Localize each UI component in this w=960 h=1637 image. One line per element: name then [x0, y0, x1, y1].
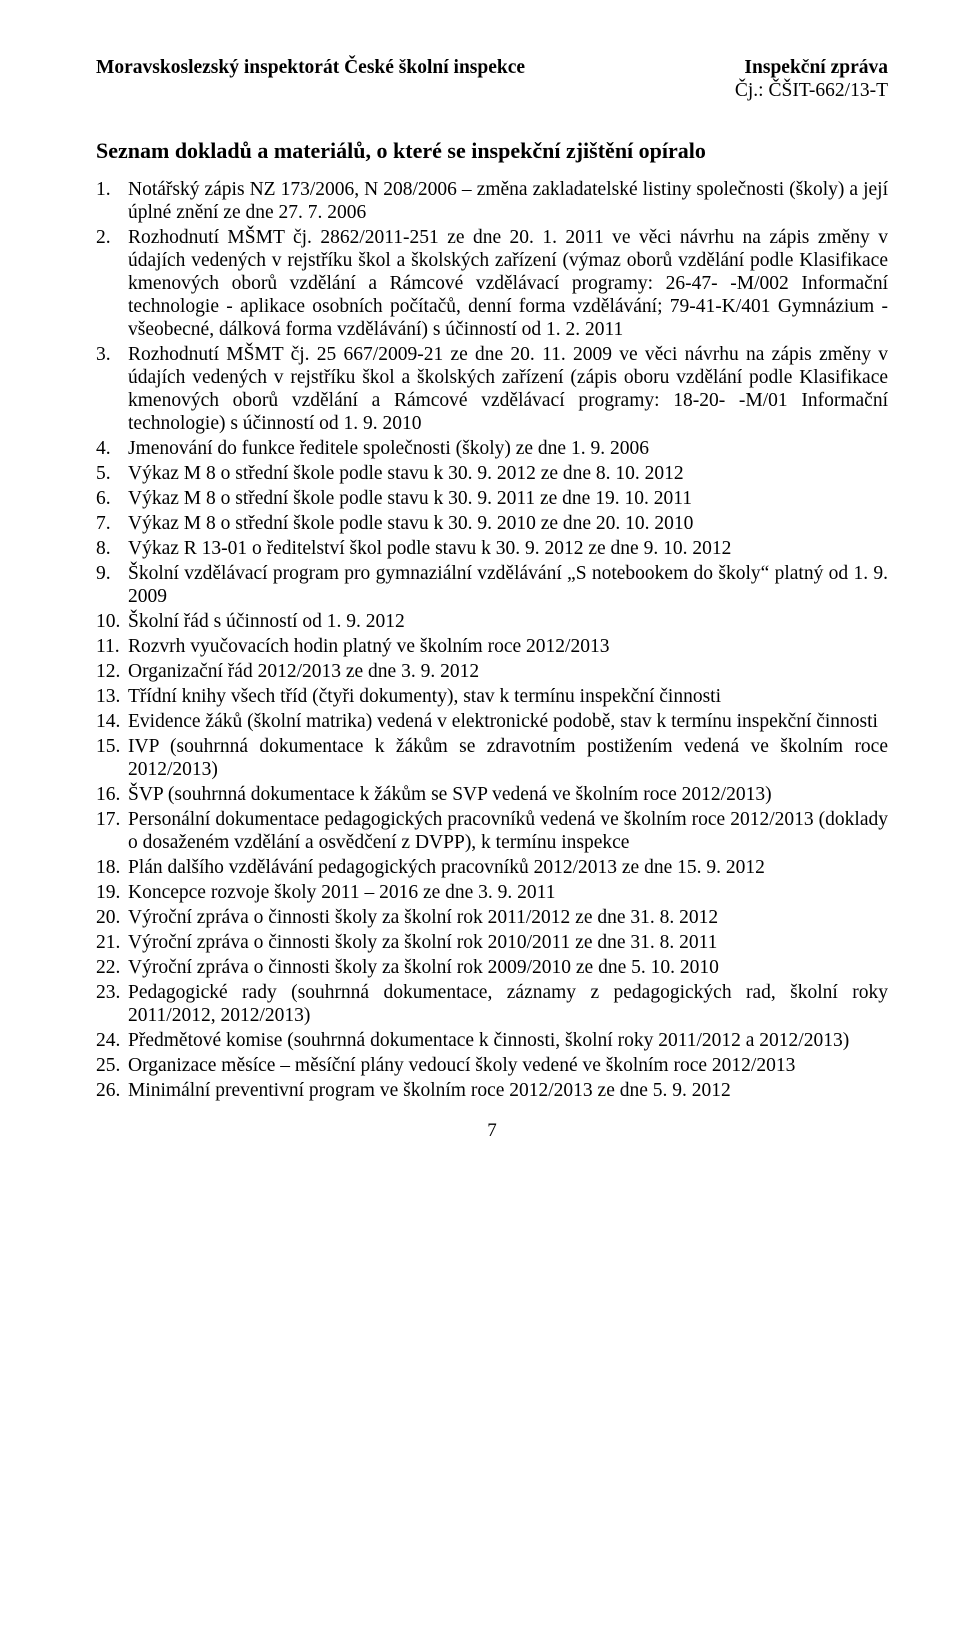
list-item: 12.Organizační řád 2012/2013 ze dne 3. 9… [96, 660, 888, 683]
list-item-text: Školní vzdělávací program pro gymnaziáln… [128, 562, 888, 608]
header-left: Moravskoslezský inspektorát České školní… [96, 56, 525, 79]
list-item-number: 3. [96, 343, 128, 435]
list-item-number: 4. [96, 437, 128, 460]
list-item-text: Rozhodnutí MŠMT čj. 2862/2011-251 ze dne… [128, 226, 888, 341]
list-item-text: Školní řád s účinností od 1. 9. 2012 [128, 610, 888, 633]
list-item-text: Koncepce rozvoje školy 2011 – 2016 ze dn… [128, 881, 888, 904]
list-item-text: Výkaz M 8 o střední škole podle stavu k … [128, 512, 888, 535]
list-item-number: 11. [96, 635, 128, 658]
list-item-text: ŠVP (souhrnná dokumentace k žákům se SVP… [128, 783, 888, 806]
list-item-number: 17. [96, 808, 128, 854]
list-item-text: Předmětové komise (souhrnná dokumentace … [128, 1029, 888, 1052]
list-item-number: 24. [96, 1029, 128, 1052]
list-item-number: 1. [96, 178, 128, 224]
list-item-text: Notářský zápis NZ 173/2006, N 208/2006 –… [128, 178, 888, 224]
list-item-number: 16. [96, 783, 128, 806]
list-item: 11.Rozvrh vyučovacích hodin platný ve šk… [96, 635, 888, 658]
list-item: 23.Pedagogické rady (souhrnná dokumentac… [96, 981, 888, 1027]
header-right-sub: Čj.: ČŠIT-662/13-T [735, 79, 888, 102]
list-item: 16.ŠVP (souhrnná dokumentace k žákům se … [96, 783, 888, 806]
document-page: Moravskoslezský inspektorát České školní… [0, 0, 960, 1182]
list-item-text: Personální dokumentace pedagogických pra… [128, 808, 888, 854]
list-item: 3.Rozhodnutí MŠMT čj. 25 667/2009-21 ze … [96, 343, 888, 435]
list-item-number: 8. [96, 537, 128, 560]
list-item: 26.Minimální preventivní program ve škol… [96, 1079, 888, 1102]
list-item-text: Výroční zpráva o činnosti školy za školn… [128, 906, 888, 929]
list-item-number: 21. [96, 931, 128, 954]
list-item-text: Organizační řád 2012/2013 ze dne 3. 9. 2… [128, 660, 888, 683]
list-item-text: Výkaz M 8 o střední škole podle stavu k … [128, 487, 888, 510]
list-item-text: Výkaz M 8 o střední škole podle stavu k … [128, 462, 888, 485]
list-item: 1.Notářský zápis NZ 173/2006, N 208/2006… [96, 178, 888, 224]
list-item-text: IVP (souhrnná dokumentace k žákům se zdr… [128, 735, 888, 781]
list-item: 7.Výkaz M 8 o střední škole podle stavu … [96, 512, 888, 535]
list-item: 24.Předmětové komise (souhrnná dokumenta… [96, 1029, 888, 1052]
list-item-number: 7. [96, 512, 128, 535]
list-item: 9.Školní vzdělávací program pro gymnaziá… [96, 562, 888, 608]
list-item: 6.Výkaz M 8 o střední škole podle stavu … [96, 487, 888, 510]
list-item: 17.Personální dokumentace pedagogických … [96, 808, 888, 854]
list-item: 21.Výroční zpráva o činnosti školy za šk… [96, 931, 888, 954]
list-item-number: 22. [96, 956, 128, 979]
list-item: 20.Výroční zpráva o činnosti školy za šk… [96, 906, 888, 929]
header-right: Inspekční zpráva Čj.: ČŠIT-662/13-T [735, 56, 888, 102]
list-item-number: 20. [96, 906, 128, 929]
list-item-number: 26. [96, 1079, 128, 1102]
section-title: Seznam dokladů a materiálů, o které se i… [96, 138, 888, 164]
list-item-number: 12. [96, 660, 128, 683]
list-item: 5.Výkaz M 8 o střední škole podle stavu … [96, 462, 888, 485]
list-item: 22.Výroční zpráva o činnosti školy za šk… [96, 956, 888, 979]
list-item: 10.Školní řád s účinností od 1. 9. 2012 [96, 610, 888, 633]
list-item-text: Jmenování do funkce ředitele společnosti… [128, 437, 888, 460]
list-item-text: Třídní knihy všech tříd (čtyři dokumenty… [128, 685, 888, 708]
page-number: 7 [96, 1120, 888, 1142]
list-item: 15.IVP (souhrnná dokumentace k žákům se … [96, 735, 888, 781]
list-item: 14.Evidence žáků (školní matrika) vedená… [96, 710, 888, 733]
list-item: 13.Třídní knihy všech tříd (čtyři dokume… [96, 685, 888, 708]
list-item-text: Plán dalšího vzdělávání pedagogických pr… [128, 856, 888, 879]
list-item-text: Minimální preventivní program ve školním… [128, 1079, 888, 1102]
page-header: Moravskoslezský inspektorát České školní… [96, 56, 888, 102]
list-item-text: Rozvrh vyučovacích hodin platný ve školn… [128, 635, 888, 658]
list-item-text: Výroční zpráva o činnosti školy za školn… [128, 956, 888, 979]
list-item: 8.Výkaz R 13-01 o ředitelství škol podle… [96, 537, 888, 560]
list-item-number: 15. [96, 735, 128, 781]
list-item-number: 6. [96, 487, 128, 510]
list-item-text: Rozhodnutí MŠMT čj. 25 667/2009-21 ze dn… [128, 343, 888, 435]
list-item-number: 5. [96, 462, 128, 485]
list-item-text: Výroční zpráva o činnosti školy za školn… [128, 931, 888, 954]
list-item-text: Evidence žáků (školní matrika) vedená v … [128, 710, 888, 733]
list-item-text: Pedagogické rady (souhrnná dokumentace, … [128, 981, 888, 1027]
list-item: 2.Rozhodnutí MŠMT čj. 2862/2011-251 ze d… [96, 226, 888, 341]
list-item-number: 13. [96, 685, 128, 708]
list-item-number: 10. [96, 610, 128, 633]
list-item-number: 18. [96, 856, 128, 879]
list-item-text: Organizace měsíce – měsíční plány vedouc… [128, 1054, 888, 1077]
list-item-text: Výkaz R 13-01 o ředitelství škol podle s… [128, 537, 888, 560]
list-item-number: 19. [96, 881, 128, 904]
header-right-title: Inspekční zpráva [735, 56, 888, 79]
list-item: 4.Jmenování do funkce ředitele společnos… [96, 437, 888, 460]
list-item-number: 14. [96, 710, 128, 733]
list-item: 18.Plán dalšího vzdělávání pedagogických… [96, 856, 888, 879]
list-item-number: 2. [96, 226, 128, 341]
list-item-number: 23. [96, 981, 128, 1027]
list-item-number: 9. [96, 562, 128, 608]
list-item-number: 25. [96, 1054, 128, 1077]
list-item: 19.Koncepce rozvoje školy 2011 – 2016 ze… [96, 881, 888, 904]
list-item: 25.Organizace měsíce – měsíční plány ved… [96, 1054, 888, 1077]
document-list: 1.Notářský zápis NZ 173/2006, N 208/2006… [96, 178, 888, 1102]
